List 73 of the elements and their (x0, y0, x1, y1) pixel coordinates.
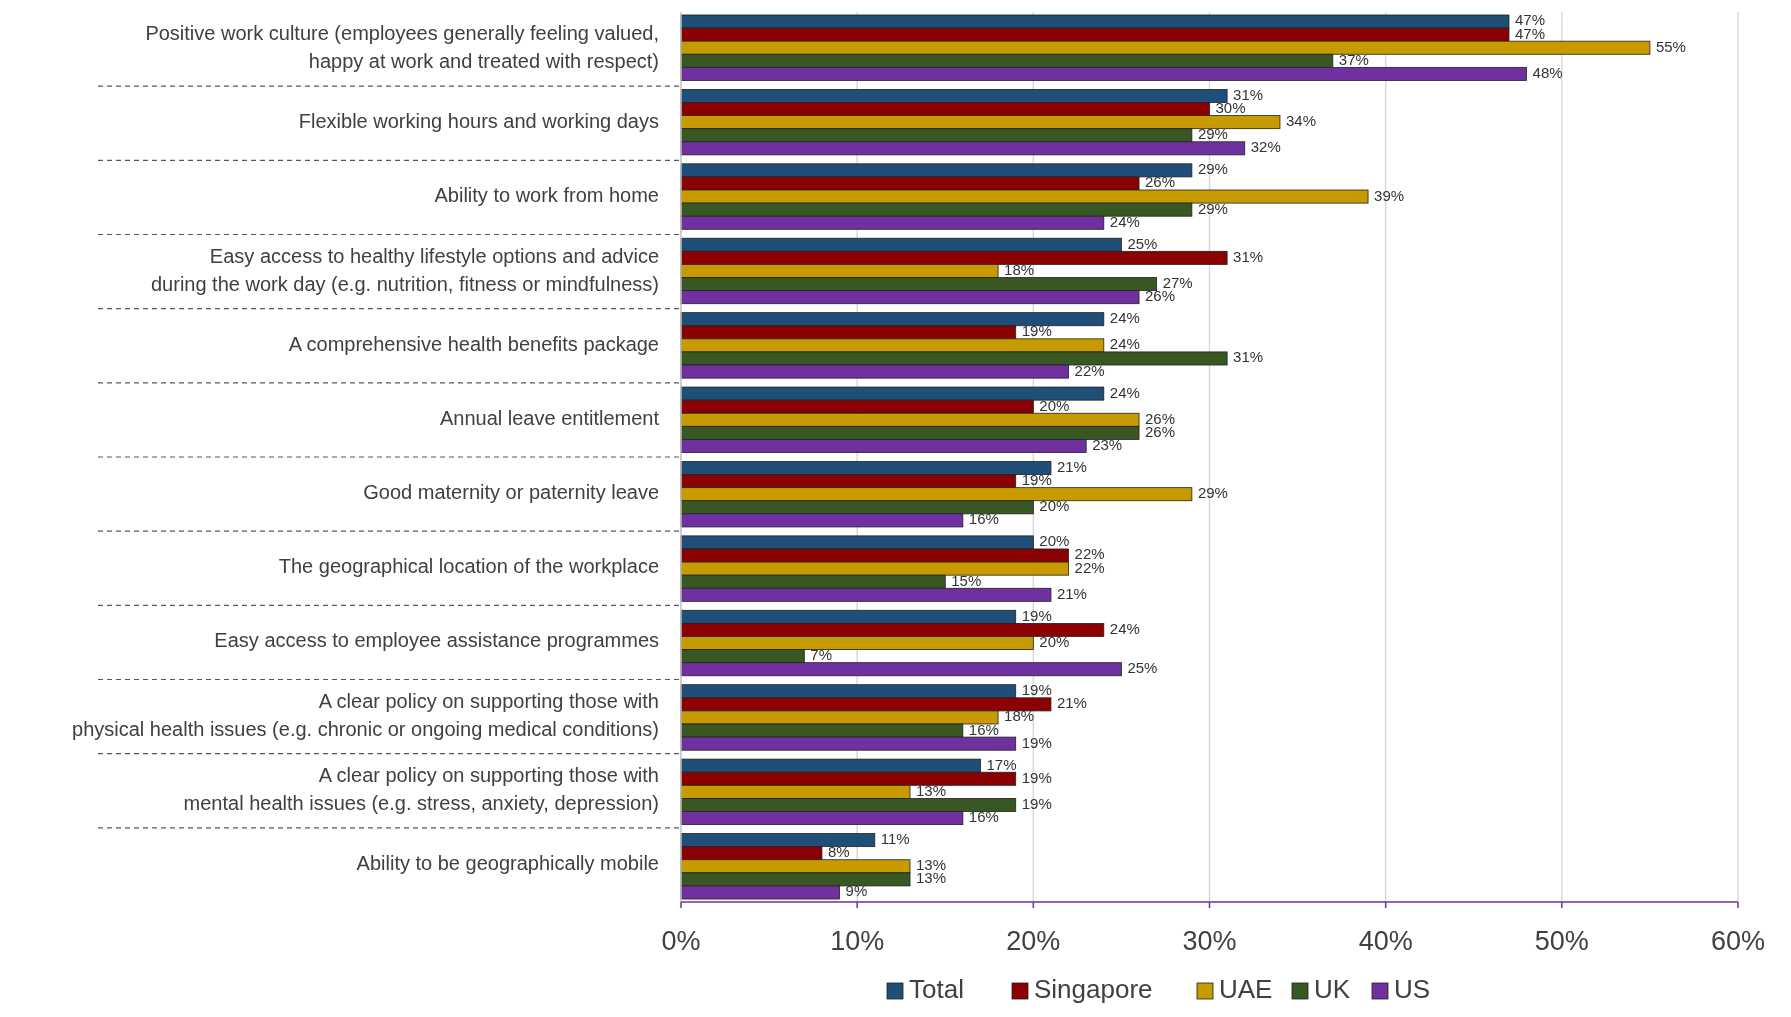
y-tick-label: A clear policy on supporting those with mental health issues (e.g. stress, anxiety, depression) (183, 764, 659, 815)
data-label: 48% (1532, 63, 1563, 81)
data-label: 29% (1197, 160, 1228, 178)
x-tick-label: 0% (661, 926, 701, 956)
y-tick-label: The geographical location of the workplace (278, 555, 659, 578)
legend-label: Total (909, 974, 964, 1004)
y-tick-label: Annual leave entitlement (439, 407, 660, 430)
x-tick-label: 30% (1182, 926, 1237, 956)
data-label: 29% (1197, 199, 1228, 217)
data-label: 16% (968, 808, 999, 826)
data-label: 24% (1109, 335, 1140, 353)
legend-label: Singapore (1034, 974, 1153, 1004)
data-label: 19% (1021, 733, 1052, 751)
data-label: 21% (1056, 694, 1087, 712)
data-label: 20% (1039, 633, 1070, 651)
data-label: 18% (1004, 260, 1035, 278)
data-label: 7% (810, 646, 832, 664)
data-label: 39% (1374, 186, 1405, 204)
x-tick-label: 20% (1006, 926, 1061, 956)
y-tick-label: A comprehensive health benefits package (288, 333, 659, 356)
data-label: 24% (1109, 383, 1140, 401)
data-label: 20% (1039, 532, 1070, 550)
data-label: 9% (845, 882, 868, 900)
data-label: 29% (1197, 484, 1228, 502)
data-label: 24% (1109, 619, 1140, 637)
y-tick-label: Easy access to healthy lifestyle options and advice during the work day (e.g. nutrition, fitness or mindfulness) (150, 244, 659, 295)
data-label: 20% (1039, 497, 1070, 515)
x-tick-label: 60% (1710, 926, 1766, 956)
data-label: 22% (1074, 361, 1105, 379)
y-tick-label: Flexible working hours and working days (298, 110, 659, 133)
data-label: 31% (1233, 348, 1264, 366)
data-label: 25% (1127, 659, 1158, 677)
data-label: 26% (1145, 173, 1176, 191)
data-label: 29% (1197, 125, 1228, 143)
data-label: 55% (1655, 37, 1686, 55)
data-label: 31% (1233, 247, 1264, 265)
data-label: 15% (951, 571, 982, 589)
y-tick-label: Positive work culture (employees generally feeling valued, happy at work and treated with respect) (145, 22, 659, 73)
data-label: 16% (968, 510, 999, 528)
x-tick-label: 10% (830, 926, 885, 956)
data-label: 24% (1109, 212, 1140, 230)
data-label: 26% (1145, 409, 1176, 427)
data-label: 18% (1004, 707, 1035, 725)
data-label: 32% (1250, 138, 1281, 156)
data-label: 25% (1127, 234, 1158, 252)
data-label: 17% (986, 755, 1017, 773)
data-label: 21% (1056, 584, 1087, 602)
data-label: 24% (1109, 309, 1140, 327)
x-tick-label: 40% (1358, 926, 1413, 956)
data-label: 19% (1021, 322, 1052, 340)
data-label: 19% (1021, 794, 1052, 812)
y-tick-label: Ability to be geographically mobile (356, 852, 659, 875)
data-label: 19% (1021, 768, 1052, 786)
y-tick-label: Good maternity or paternity leave (363, 481, 659, 504)
data-label: 16% (968, 720, 999, 738)
data-label: 11% (880, 830, 910, 848)
legend-label: UAE (1219, 974, 1273, 1004)
legend-label: UK (1314, 974, 1351, 1004)
data-label: 37% (1338, 50, 1369, 68)
data-label: 21% (1056, 457, 1087, 475)
y-tick-label: Easy access to employee assistance programmes (214, 629, 659, 652)
y-tick-label: A clear policy on supporting those with physical health issues (e.g. chronic or ongoing medical conditions) (72, 689, 659, 740)
y-tick-label: Ability to work from home (434, 184, 659, 207)
data-label: 20% (1039, 396, 1070, 414)
x-tick-label: 50% (1534, 926, 1589, 956)
legend-label: US (1394, 974, 1431, 1004)
data-label: 34% (1285, 112, 1316, 130)
data-label: 19% (1021, 471, 1052, 489)
data-label: 13% (916, 781, 947, 799)
data-label: 19% (1021, 606, 1052, 624)
data-label: 23% (1092, 435, 1123, 453)
data-label: 8% (827, 843, 850, 861)
data-label: 19% (1021, 681, 1052, 699)
